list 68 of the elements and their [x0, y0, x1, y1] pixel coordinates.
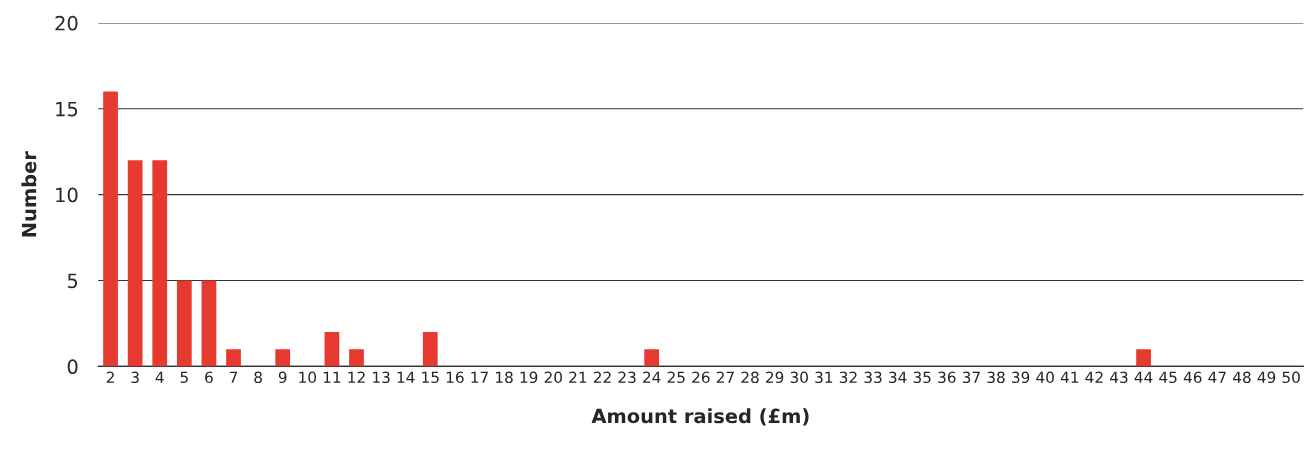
x-tick-label: 18	[496, 371, 513, 384]
x-tick-label: 28	[741, 371, 759, 384]
y-tick-label: 5	[67, 273, 78, 289]
bar	[127, 160, 143, 367]
x-tick-label: 16	[446, 371, 464, 384]
y-tick-label: 15	[56, 101, 78, 117]
x-tick-label: 40	[1036, 371, 1054, 384]
bar	[176, 280, 192, 367]
x-tick-label: 23	[618, 371, 636, 384]
bar	[152, 160, 168, 367]
x-tick-label: 30	[790, 371, 808, 384]
x-tick-label: 27	[716, 371, 734, 383]
bar	[201, 280, 217, 367]
x-tick-label: 49	[1257, 371, 1276, 384]
bar	[275, 349, 291, 367]
bar	[644, 349, 660, 367]
y-tick-label: 0	[67, 359, 78, 375]
x-tick-label: 47	[1208, 371, 1226, 383]
x-tick-label: 15	[422, 371, 439, 384]
x-tick-label: 35	[913, 371, 931, 384]
x-axis-title: Amount raised (£m)	[591, 408, 809, 426]
x-tick-label: 42	[1085, 371, 1103, 383]
x-tick-label: 34	[889, 371, 907, 384]
x-tick-label: 43	[1110, 371, 1128, 384]
x-tick-label: 50	[1282, 371, 1300, 384]
x-tick-label: 2	[106, 371, 114, 383]
y-axis-title: Number	[21, 151, 37, 237]
bar	[422, 332, 438, 367]
x-tick-label: 9	[278, 371, 287, 384]
x-tick-label: 12	[348, 371, 365, 383]
y-tick-label: 10	[56, 187, 78, 203]
x-tick-label: 8	[254, 371, 262, 384]
x-tick-label: 29	[766, 371, 784, 384]
x-tick-label: 21	[569, 371, 587, 383]
x-tick-label: 6	[205, 371, 213, 384]
x-tick-label: 48	[1232, 371, 1251, 384]
x-tick-label: 20	[544, 371, 562, 384]
x-tick-label: 44	[1134, 371, 1153, 383]
x-tick-label: 31	[815, 371, 833, 384]
x-tick-label: 25	[667, 371, 685, 384]
bar	[324, 332, 340, 367]
bar	[103, 91, 118, 367]
x-tick-label: 41	[1060, 371, 1079, 383]
x-tick-label: 26	[692, 371, 710, 384]
x-tick-label: 7	[229, 371, 238, 383]
y-tick-label: 20	[55, 15, 78, 31]
x-tick-label: 37	[962, 371, 980, 384]
x-tick-label: 19	[520, 371, 538, 384]
x-tick-label: 45	[1159, 371, 1177, 384]
x-tick-label: 10	[299, 371, 317, 384]
x-tick-label: 39	[1012, 371, 1030, 384]
x-tick-label: 3	[131, 371, 139, 384]
bar	[349, 349, 364, 367]
x-tick-label: 22	[593, 371, 611, 383]
x-tick-label: 13	[373, 371, 390, 384]
x-tick-label: 46	[1183, 371, 1202, 384]
x-tick-label: 14	[397, 371, 415, 383]
x-tick-label: 17	[471, 371, 488, 383]
bar	[226, 349, 241, 367]
x-tick-label: 24	[643, 371, 661, 383]
bar	[1136, 349, 1151, 367]
x-tick-label: 38	[987, 371, 1005, 384]
x-tick-label: 4	[155, 371, 164, 383]
x-tick-label: 33	[864, 371, 882, 384]
x-tick-label: 36	[938, 371, 956, 384]
x-tick-label: 5	[180, 371, 188, 384]
x-tick-label: 32	[839, 371, 857, 384]
x-tick-label: 11	[323, 371, 341, 383]
